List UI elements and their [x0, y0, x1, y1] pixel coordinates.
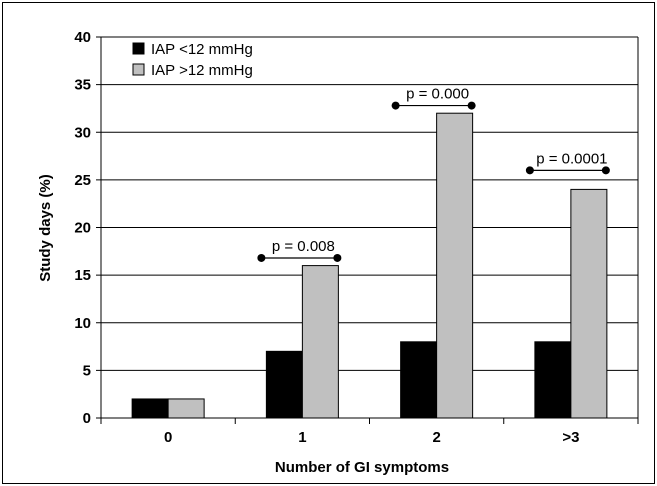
p-value-label: p = 0.000: [406, 86, 469, 103]
legend-swatch: [132, 42, 145, 55]
bar: [131, 398, 169, 419]
bracket-end-dot: [601, 166, 610, 175]
bracket-end-dot: [391, 101, 400, 110]
y-tick-label: 15: [74, 267, 91, 284]
axes: 0 5 10 15 20 25 30 35 40 0 1 2 >3: [74, 29, 639, 446]
bracket-end-dot: [333, 253, 342, 262]
legend: IAP <12 mmHg IAP >12 mmHg: [132, 41, 253, 79]
bracket-end-dot: [525, 166, 534, 175]
y-axis-title: Study days (%): [37, 174, 54, 282]
x-axis-title: Number of GI symptoms: [275, 459, 449, 476]
bar: [570, 188, 608, 419]
y-tick-label: 20: [74, 220, 91, 237]
x-tick-label: 0: [164, 429, 172, 446]
y-tick-label: 5: [83, 362, 91, 379]
bars: [131, 112, 608, 419]
y-tick-label: 10: [74, 315, 91, 332]
bar: [167, 398, 205, 419]
x-tick-label: 2: [432, 429, 440, 446]
y-tick-label: 0: [83, 410, 91, 427]
p-value-label: p = 0.0001: [536, 150, 607, 167]
bracket-end-dot: [257, 253, 266, 262]
bracket-end-dot: [467, 101, 476, 110]
y-tick-label: 30: [74, 124, 91, 141]
bar: [534, 341, 572, 419]
legend-label: IAP >12 mmHg: [151, 62, 253, 79]
bar: [400, 341, 438, 419]
bar: [436, 112, 474, 419]
y-tick-label: 25: [74, 172, 91, 189]
annotations: p = 0.008 p = 0.000 p = 0.0001: [257, 86, 610, 262]
legend-label: IAP <12 mmHg: [151, 41, 253, 58]
y-tick-label: 40: [74, 29, 91, 46]
x-tick-label: >3: [562, 429, 579, 446]
bar: [301, 265, 339, 419]
p-value-label: p = 0.008: [272, 238, 335, 255]
x-tick-label: 1: [298, 429, 306, 446]
y-tick-label: 35: [74, 77, 91, 94]
legend-swatch: [132, 63, 145, 76]
bar: [265, 350, 303, 419]
